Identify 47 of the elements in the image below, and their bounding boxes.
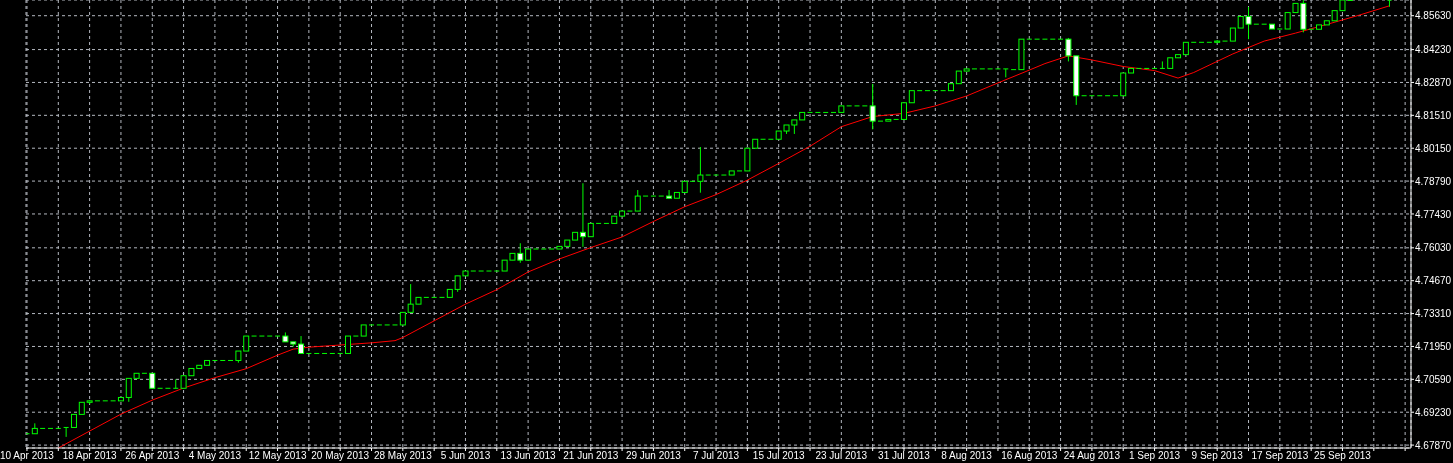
- y-tick-label: 4.76030: [1415, 242, 1452, 254]
- x-tick-label: 12 May 2013: [248, 450, 307, 462]
- x-tick-label: 10 Apr 2013: [0, 450, 55, 462]
- y-tick-label: 4.77430: [1415, 208, 1452, 220]
- y-tick-label: 4.82870: [1415, 76, 1452, 88]
- x-tick-label: 29 Jun 2013: [625, 450, 682, 462]
- candlestick: [579, 182, 586, 248]
- x-tick-label: 21 Jun 2013: [563, 450, 619, 462]
- x-tick-label: 18 Apr 2013: [62, 450, 118, 462]
- candlestick: [869, 83, 876, 130]
- candlestick: [1386, 0, 1393, 8]
- x-tick-label: 8 Aug 2013: [941, 450, 993, 462]
- x-tick-label: 7 Jul 2013: [692, 450, 740, 462]
- x-tick-label: 25 Sep 2013: [1314, 450, 1372, 462]
- candlestick: [697, 146, 704, 194]
- y-tick-label: 4.80150: [1415, 142, 1452, 154]
- y-tick-label: 4.74670: [1415, 275, 1452, 287]
- y-tick-label: 4.81510: [1415, 109, 1452, 121]
- candlestick: [172, 378, 179, 389]
- y-tick-label: 4.69230: [1415, 406, 1452, 418]
- candlestick: [634, 189, 641, 212]
- x-tick-label: 20 May 2013: [311, 450, 370, 462]
- x-tick-label: 1 Sep 2013: [1128, 450, 1181, 462]
- x-tick-label: 26 Apr 2013: [125, 450, 180, 462]
- x-tick-label: 4 May 2013: [188, 450, 242, 462]
- y-tick-label: 4.85630: [1415, 10, 1452, 22]
- candlestick: [63, 426, 70, 438]
- y-tick-label: 4.78790: [1415, 175, 1452, 187]
- candlestick: [1120, 72, 1127, 97]
- y-tick-label: 4.70590: [1415, 373, 1452, 385]
- y-tick-label: 4.67870: [1415, 439, 1452, 451]
- x-tick-label: 9 Sep 2013: [1191, 450, 1244, 462]
- line-series: [57, 5, 1390, 448]
- x-tick-label: 16 Aug 2013: [1001, 450, 1058, 462]
- candlestick: [1159, 60, 1166, 69]
- x-tick-label: 17 Sep 2013: [1251, 450, 1309, 462]
- x-tick-label: 24 Aug 2013: [1063, 450, 1121, 462]
- candlestick: [666, 189, 673, 199]
- y-tick-label: 4.71950: [1415, 341, 1452, 353]
- x-tick-label: 28 May 2013: [373, 450, 433, 462]
- x-tick-label: 5 Jun 2013: [440, 450, 491, 462]
- x-tick-label: 23 Jul 2013: [815, 450, 868, 462]
- x-tick-label: 13 Jun 2013: [500, 450, 557, 462]
- y-tick-label: 4.73310: [1415, 308, 1452, 320]
- y-tick-label: 4.84230: [1415, 44, 1452, 56]
- x-tick-label: 31 Jul 2013: [878, 450, 931, 462]
- x-tick-label: 15 Jul 2013: [752, 450, 805, 462]
